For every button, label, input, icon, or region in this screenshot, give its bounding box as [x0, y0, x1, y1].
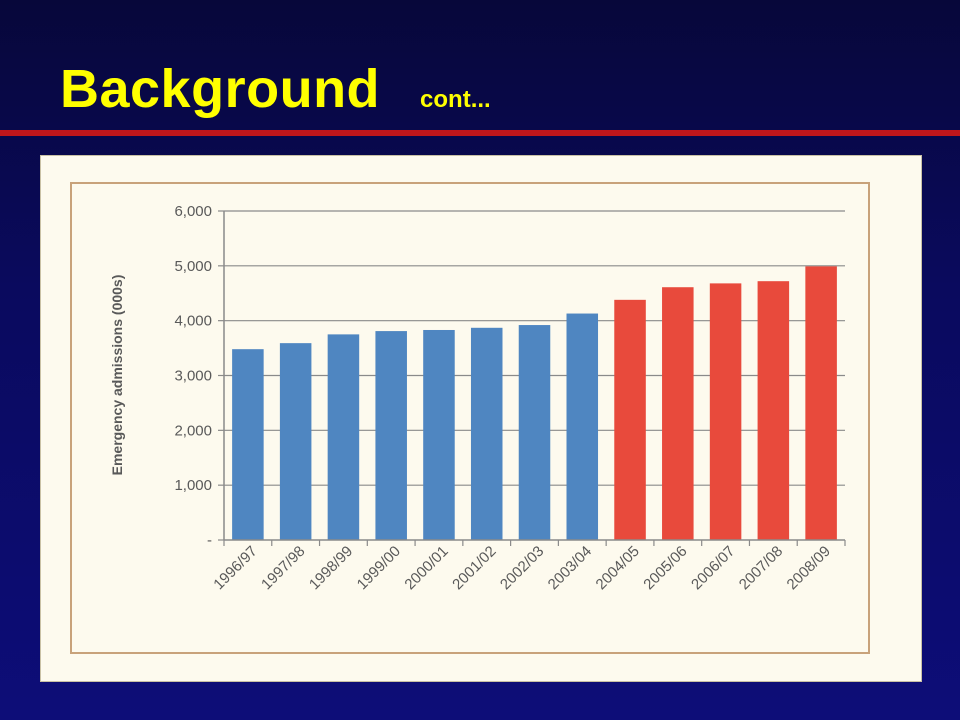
x-tick-label: 1999/00	[354, 543, 404, 593]
x-tick-label: 2003/04	[545, 543, 595, 593]
x-tick-label: 1996/97	[210, 543, 260, 593]
bar-2006-07	[709, 283, 742, 540]
subtitle-text: cont...	[420, 86, 491, 113]
bar-1998-99	[327, 334, 360, 540]
slide-title: Background cont...	[60, 58, 491, 120]
y-axis-label: Emergency admissions (000s)	[109, 275, 125, 476]
y-tick-label: 6,000	[174, 203, 212, 220]
x-tick-labels: 1996/971997/981998/991999/002000/012001/…	[210, 543, 834, 593]
bar-2007-08	[757, 281, 790, 540]
x-tick-label: 1997/98	[258, 543, 308, 593]
x-tick-label: 2008/09	[784, 543, 834, 593]
title-divider	[0, 130, 960, 136]
y-tick-label: 3,000	[174, 368, 212, 385]
y-tick-labels: - 1,000 2,000 3,000 4,000 5,000 6,000	[174, 203, 212, 549]
x-tick-label: 2004/05	[592, 543, 642, 593]
bar-1999-00	[375, 331, 407, 540]
y-tick-label: 1,000	[174, 477, 212, 494]
x-tick-label: 1998/99	[306, 543, 356, 593]
bar-1996-97	[232, 349, 264, 540]
bar-2004-05	[614, 299, 646, 540]
x-tick-label: 2006/07	[688, 543, 738, 593]
bar-2002-03	[518, 325, 551, 540]
bar-2001-02	[470, 327, 503, 540]
bar-2005-06	[662, 287, 694, 540]
y-tick-label: 5,000	[174, 258, 212, 275]
title-text: Background	[60, 59, 381, 119]
y-tick-label: 2,000	[174, 422, 212, 439]
bars	[232, 266, 837, 540]
x-tick-label: 2000/01	[401, 543, 451, 593]
bar-2000-01	[423, 329, 455, 540]
x-tick-label: 2007/08	[736, 543, 786, 593]
x-tick-label: 2001/02	[449, 543, 499, 593]
bar-1997-98	[279, 343, 312, 540]
axes	[223, 211, 846, 546]
bar-2008-09	[805, 266, 837, 540]
x-tick-label: 2005/06	[640, 543, 690, 593]
x-tick-label: 2002/03	[497, 543, 547, 593]
bar-2003-04	[566, 313, 599, 540]
y-tick-label: 4,000	[174, 313, 212, 330]
y-tick-label: -	[207, 532, 212, 549]
